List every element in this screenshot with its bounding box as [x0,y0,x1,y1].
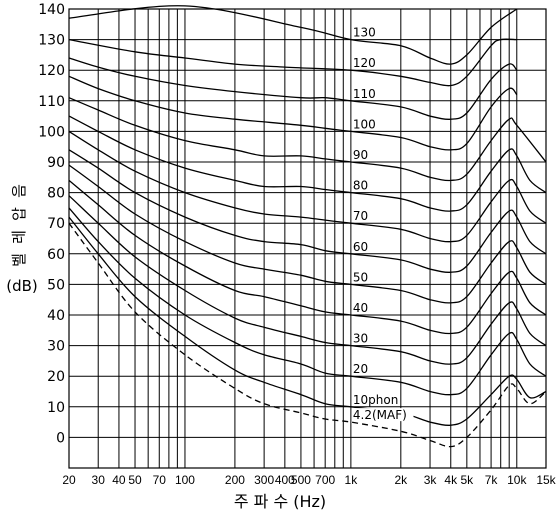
curve-label: 30 [353,332,368,346]
x-tick-label: 70 [153,473,167,487]
curve-90 [68,97,547,182]
curve-label: 80 [353,179,368,193]
curve-10phon [68,216,547,426]
curve-20 [68,207,547,396]
y-tick-label: 10 [47,400,65,416]
curve-40 [68,179,547,335]
chart-curves [68,5,547,448]
curve-label-bg [351,239,371,253]
x-tick-label: 20 [62,473,76,487]
y-tick-label: 130 [38,33,65,49]
curve-label-bg [351,178,371,192]
y-tick-label: 100 [38,124,65,140]
x-tick-label: 4k [444,473,458,487]
y-tick-label: 70 [47,216,65,232]
x-tick-label: 7k [485,473,499,487]
curve-label: 40 [353,301,368,315]
x-tick-label: 50 [128,473,142,487]
curve-100 [68,75,518,151]
curve-label-bg [351,56,378,70]
curve-label: 60 [353,240,368,254]
curve-label-bg [351,86,378,100]
curve-label: 90 [353,148,368,162]
y-tick-label: 50 [47,277,65,293]
x-tick-label: 200 [225,473,245,487]
y-tick-label: 40 [47,308,65,324]
curve-50 [68,164,547,304]
curve-label: 4.2(MAF) [353,408,407,422]
x-tick-label: 15k [536,473,556,487]
y-axis-label-char: 벨 [10,253,28,267]
curve-label: 70 [353,209,368,223]
curve-label: 50 [353,270,368,284]
curve-label: 110 [353,87,376,101]
y-axis-label-char: 압 [10,207,28,221]
x-tick-label: 10k [507,473,527,487]
curve-120 [68,38,517,87]
curve-label-bg [351,392,400,406]
curve-label: 120 [353,56,376,70]
curve-60 [68,149,547,273]
curve-labels: 130 120 110 100 90 80 70 60 50 40 30 20 10phon4.2(MA… [351,25,414,422]
x-tick-label: 300 [254,473,274,487]
y-axis-label-char: 레 [10,230,28,244]
curve-70 [68,130,547,243]
y-tick-label: 110 [38,94,65,110]
curve-130 [68,5,518,65]
curve-label-bg [351,117,378,131]
curve-label-bg [351,270,371,284]
y-tick-label: 30 [47,339,65,355]
y-tick-label: 80 [47,186,65,202]
y-tick-label: 60 [47,247,65,263]
y-axis-label-unit: (dB) [6,277,38,295]
curve-label-bg [351,331,371,345]
curve-label: 20 [353,362,368,376]
y-tick-label: 140 [38,2,65,18]
x-tick-label: 400 [275,473,295,487]
curve-110 [68,57,518,120]
x-tick-label: 1k [345,473,359,487]
curve-label-bg [351,362,371,376]
x-tick-label: 2k [394,473,408,487]
curve-label-bg [351,148,371,161]
x-tick-label: 500 [291,473,311,487]
y-tick-label: 0 [56,430,65,446]
x-axis-label: 주 파 수 (Hz) [234,492,326,511]
x-tick-label: 40 [112,473,126,487]
x-tick-label: 3k [424,473,438,487]
curve-4.2(MAF) [68,222,547,448]
x-tick-label: 700 [315,473,335,487]
curve-label: 10phon [353,393,398,407]
y-tick-label: 20 [47,369,65,385]
x-tick-label: 30 [92,473,106,487]
x-tick-label: 100 [175,473,195,487]
curve-30 [68,195,547,365]
curve-label: 100 [353,117,376,131]
curve-label-bg [351,25,378,39]
y-tick-label: 120 [38,63,65,79]
curve-label-bg [351,209,371,223]
y-tick-label: 90 [47,155,65,171]
x-tick-label: 5k [460,473,474,487]
curve-label-bg [351,408,414,422]
curve-80 [68,115,547,212]
curve-label-bg [351,301,371,314]
curve-label: 130 [353,26,376,40]
y-axis-label-char: 음 [10,184,28,198]
